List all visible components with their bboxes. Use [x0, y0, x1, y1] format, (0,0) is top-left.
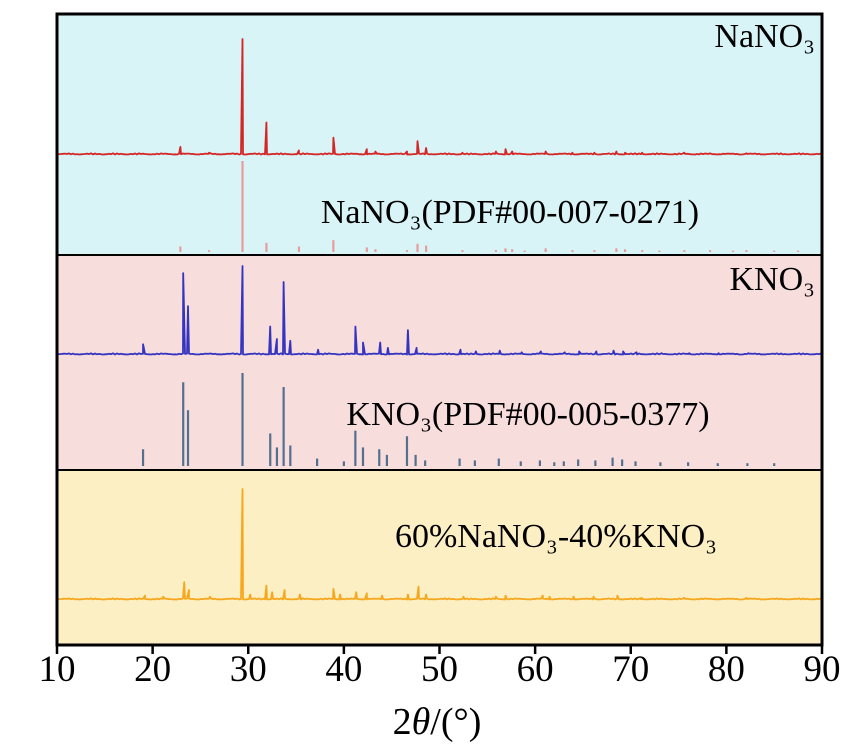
x-tick-label: 90	[803, 649, 841, 690]
x-axis-title-theta: θ	[411, 701, 431, 743]
panel-background	[57, 14, 822, 255]
x-tick-label: 20	[134, 649, 172, 690]
panel-background	[57, 255, 822, 470]
KNO3-measured-pattern	[56, 265, 822, 356]
panel-label-nano3: NaNO₃	[714, 18, 815, 55]
mixture-measured-pattern	[56, 488, 822, 601]
x-tick-label: 50	[421, 649, 458, 690]
x-tick-label: 30	[229, 649, 267, 690]
panel-background	[57, 470, 822, 645]
x-axis-title-prefix: 2	[392, 701, 412, 743]
x-tick-label: 10	[38, 649, 76, 690]
panel-label-kno3: KNO₃	[729, 261, 815, 298]
x-tick-label: 70	[612, 649, 650, 690]
panel-label-nano3-pdf-reference: NaNO₃(PDF#00-007-0271)	[320, 194, 700, 231]
x-axis-title-suffix: /(°)	[430, 701, 482, 743]
NaNO3-measured-pattern	[56, 38, 822, 156]
x-tick-label: 60	[516, 649, 554, 690]
panel-label-kno3-pdf-reference: KNO₃(PDF#00-005-0377)	[346, 396, 710, 433]
x-tick-label: 40	[325, 649, 363, 690]
x-tick-label: 80	[707, 649, 745, 690]
x-axis-title: 2θ/(°)	[393, 700, 482, 744]
panel-label-mixture: 60%NaNO₃-40%KNO₃	[394, 518, 718, 555]
